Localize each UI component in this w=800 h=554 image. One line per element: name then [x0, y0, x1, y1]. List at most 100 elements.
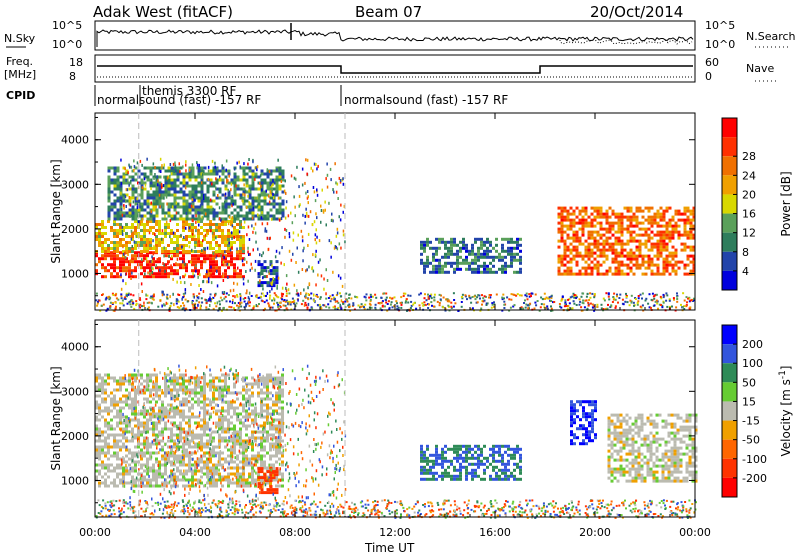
- speckle-cell: [214, 161, 216, 165]
- speckle-cell: [231, 224, 234, 228]
- data-cell: [152, 202, 156, 206]
- data-cell: [221, 220, 224, 223]
- speckle-cell: [328, 306, 331, 309]
- speckle-cell: [121, 230, 124, 233]
- data-cell: [113, 257, 116, 261]
- data-cell: [233, 266, 236, 270]
- data-cell: [566, 254, 570, 258]
- data-cell: [197, 397, 200, 401]
- data-cell: [251, 187, 255, 191]
- data-cell: [122, 433, 125, 437]
- speckle-cell: [320, 209, 323, 212]
- speckle-cell: [155, 190, 157, 194]
- speckle-cell: [222, 274, 225, 278]
- data-cell: [239, 269, 242, 273]
- data-cell: [134, 220, 137, 223]
- speckle-cell: [163, 263, 165, 267]
- data-cell: [566, 272, 570, 276]
- speckle-cell: [314, 233, 317, 237]
- data-cell: [128, 463, 131, 467]
- data-cell: [501, 249, 504, 253]
- data-cell: [647, 266, 651, 270]
- data-cell: [236, 232, 239, 235]
- speckle-cell: [176, 257, 179, 261]
- data-cell: [182, 223, 185, 226]
- data-cell: [638, 245, 642, 249]
- speckle-cell: [280, 217, 283, 220]
- data-cell: [200, 187, 204, 191]
- speckle-cell: [334, 307, 337, 310]
- data-cell: [194, 391, 197, 395]
- data-cell: [560, 212, 564, 216]
- data-cell: [185, 436, 188, 440]
- speckle-cell: [460, 301, 463, 303]
- data-cell: [233, 442, 236, 446]
- data-cell: [656, 212, 660, 216]
- data-cell: [257, 263, 261, 267]
- data-cell: [683, 224, 687, 228]
- speckle-cell: [150, 210, 152, 214]
- data-cell: [447, 252, 450, 256]
- data-cell: [578, 242, 582, 246]
- speckle-cell: [124, 251, 126, 255]
- speckle-cell: [173, 216, 176, 220]
- speckle-cell: [96, 302, 99, 305]
- data-cell: [104, 275, 107, 279]
- data-cell: [569, 206, 573, 210]
- data-cell: [140, 235, 143, 238]
- data-cell: [125, 439, 128, 443]
- data-cell: [260, 269, 264, 273]
- data-cell: [113, 427, 116, 431]
- data-cell: [590, 269, 594, 273]
- data-cell: [185, 478, 188, 482]
- data-cell: [179, 181, 183, 185]
- speckle-cell: [248, 297, 251, 301]
- data-cell: [176, 175, 180, 179]
- speckle-cell: [304, 296, 307, 299]
- data-cell: [227, 439, 230, 443]
- data-cell: [593, 224, 597, 228]
- data-cell: [194, 217, 198, 221]
- speckle-cell: [356, 296, 359, 299]
- speckle-cell: [114, 301, 117, 304]
- speckle-cell: [104, 298, 107, 301]
- data-cell: [119, 445, 122, 449]
- data-cell: [110, 400, 113, 404]
- speckle-cell: [593, 305, 596, 308]
- speckle-cell: [385, 296, 388, 299]
- data-cell: [566, 209, 570, 213]
- speckle-cell: [135, 235, 138, 238]
- data-cell: [560, 215, 564, 219]
- data-cell: [125, 226, 128, 229]
- velocity-data-cells: [95, 364, 698, 519]
- data-cell: [131, 481, 134, 485]
- data-cell: [125, 257, 128, 261]
- data-cell: [200, 466, 203, 470]
- speckle-cell: [96, 304, 99, 307]
- speckle-cell: [242, 297, 245, 300]
- speckle-cell: [125, 292, 128, 295]
- data-cell: [128, 199, 132, 203]
- data-cell: [665, 269, 669, 273]
- data-cell: [480, 243, 483, 247]
- data-cell: [191, 484, 194, 488]
- speckle-cell: [430, 297, 433, 300]
- data-cell: [281, 178, 285, 182]
- speckle-cell: [368, 296, 371, 299]
- speckle-cell: [159, 299, 162, 302]
- speckle-cell: [182, 292, 185, 295]
- data-cell: [95, 263, 98, 267]
- speckle-cell: [593, 294, 596, 297]
- data-cell: [519, 255, 522, 259]
- data-cell: [456, 264, 459, 268]
- data-cell: [519, 261, 522, 265]
- data-cell: [143, 391, 146, 395]
- data-cell: [167, 244, 170, 247]
- speckle-cell: [271, 280, 274, 284]
- data-cell: [677, 218, 681, 222]
- speckle-cell: [271, 188, 273, 192]
- data-cell: [572, 254, 576, 258]
- data-cell: [278, 169, 282, 173]
- data-cell: [674, 260, 678, 264]
- data-cell: [626, 272, 630, 276]
